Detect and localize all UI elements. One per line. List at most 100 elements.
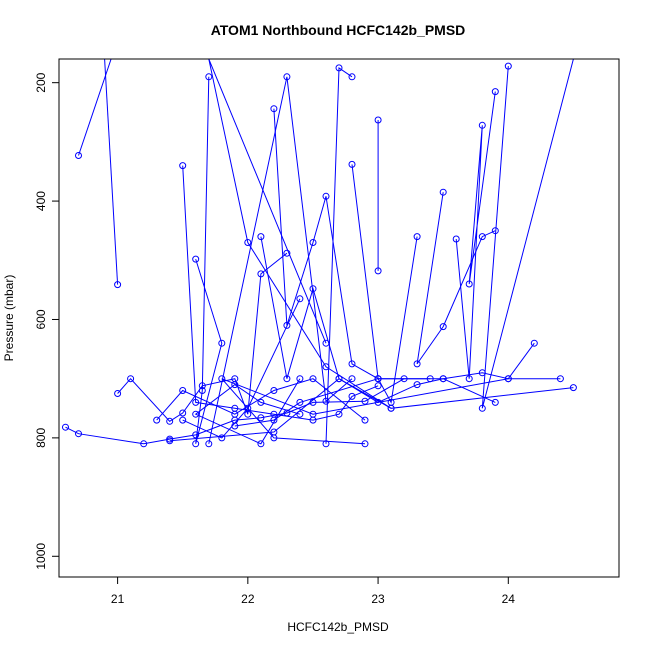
data-point [530,339,538,347]
data-point [205,73,213,81]
y-tick-label: 800 [34,428,48,448]
series-line [260,236,535,403]
data-point [283,73,291,81]
series-line [65,378,405,445]
series-5 [192,73,226,448]
data-point [569,384,577,392]
data-point [192,440,200,448]
plot-area [62,59,577,448]
data-point [179,416,187,424]
series-3 [114,249,291,425]
data-point [270,428,278,436]
data-point [296,295,304,303]
data-point [348,160,356,168]
data-point [348,360,356,368]
series-line [481,59,574,409]
data-point [374,382,382,390]
data-point [322,339,330,347]
series-line [156,378,366,421]
data-point [192,398,200,406]
data-point [504,62,512,70]
data-point [335,64,343,72]
data-point [114,281,122,289]
data-point [478,233,486,241]
series-line [325,66,353,444]
data-point [140,440,148,448]
x-tick-label: 21 [111,592,125,606]
series-11 [374,116,382,275]
data-point [478,404,486,412]
data-point [218,434,226,442]
data-point [257,233,265,241]
y-axis-label: Pressure (mbar) [2,275,16,362]
plot-frame [58,58,620,578]
data-point [309,239,317,246]
series-line [221,378,561,445]
data-point [361,416,369,424]
data-point [465,280,473,288]
data-point [439,323,447,331]
data-point [198,387,206,394]
series-line [455,91,496,379]
data-point [452,235,460,243]
data-point [179,162,187,170]
data-point [361,440,369,448]
series-line [182,165,379,421]
y-tick-label: 200 [34,72,48,92]
data-point [192,255,200,263]
series-line [182,298,301,439]
data-point [270,416,278,424]
x-tick-label: 22 [241,592,255,606]
chart-title: ATOM1 Northbound HCFC142b_PMSD [211,22,466,38]
data-point [504,375,512,383]
series-9 [348,160,421,406]
data-point [348,392,356,400]
data-point [413,233,421,241]
data-point [322,397,330,405]
data-point [283,321,291,329]
data-point [322,192,330,200]
data-point [465,375,473,383]
y-tick-label: 400 [34,191,48,211]
data-point [439,375,447,383]
data-point [387,404,395,412]
data-point [556,375,564,383]
x-tick-label: 23 [371,592,385,606]
data-point [439,188,447,196]
data-point [179,387,187,394]
data-point [309,375,317,383]
data-point [244,239,252,246]
data-point [335,410,343,418]
data-point [348,73,356,81]
series-line [104,59,119,285]
data-point [192,410,200,418]
data-point [335,375,343,383]
data-point [309,410,317,418]
data-point [179,409,187,417]
series-20 [478,59,574,412]
data-point [257,440,265,448]
series-12 [413,188,499,368]
series-line [351,164,418,404]
y-tick-label: 1000 [34,543,48,570]
data-point [257,414,265,422]
data-point [257,270,265,278]
data-point [491,88,499,96]
x-tick-label: 24 [502,592,516,606]
data-point [283,375,291,383]
series-line [169,378,574,442]
data-point [244,404,252,412]
y-tick-label: 600 [34,309,48,329]
data-point [75,430,82,438]
series-22 [208,59,395,412]
x-axis-label: HCFC142b_PMSD [287,620,389,634]
data-point [283,249,291,257]
data-point [153,416,161,424]
series-line [416,192,496,365]
data-point [374,267,382,275]
data-point [257,398,265,406]
data-point [374,375,382,383]
data-point [413,381,421,389]
